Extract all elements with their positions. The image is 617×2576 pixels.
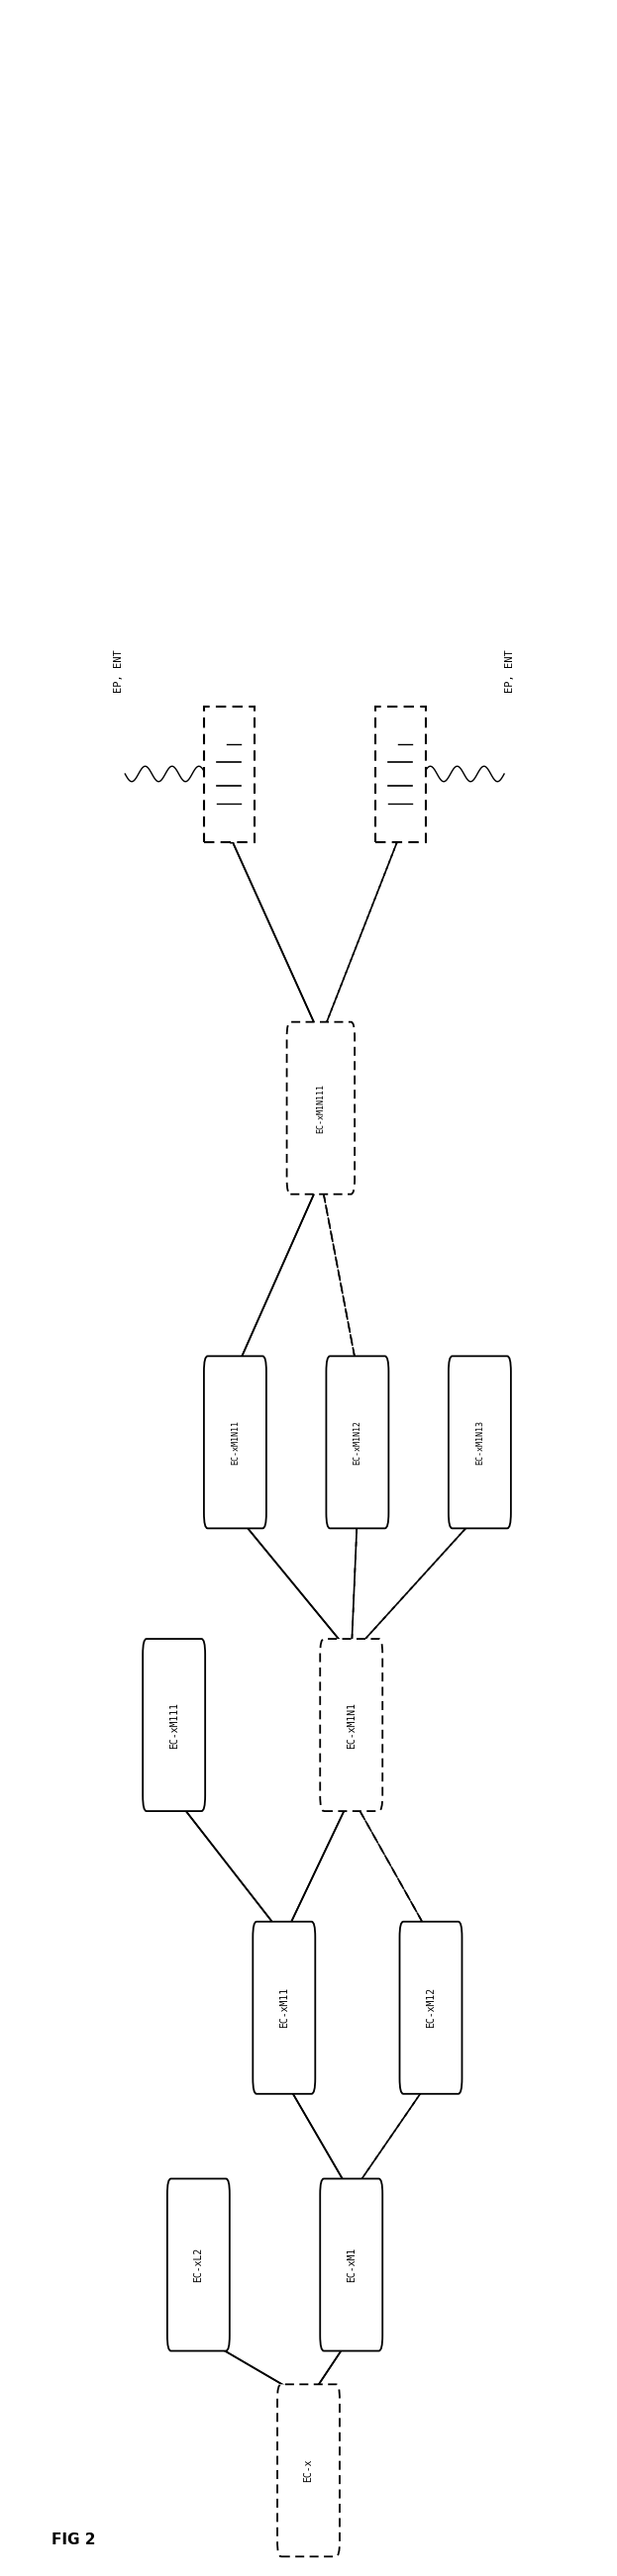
- FancyBboxPatch shape: [375, 706, 426, 842]
- FancyBboxPatch shape: [326, 1355, 389, 1528]
- FancyBboxPatch shape: [320, 2179, 383, 2352]
- FancyBboxPatch shape: [449, 1355, 511, 1528]
- Text: EC-xM1N1: EC-xM1N1: [346, 1703, 356, 1749]
- Text: EC-xM1: EC-xM1: [346, 2246, 356, 2282]
- Text: EC-xM1N111: EC-xM1N111: [317, 1084, 325, 1133]
- Text: EP, ENT: EP, ENT: [114, 649, 124, 693]
- Text: EC-xM1N11: EC-xM1N11: [231, 1419, 239, 1466]
- Text: EC-xM1N13: EC-xM1N13: [475, 1419, 484, 1466]
- Text: EC-x: EC-x: [304, 2460, 313, 2483]
- Text: EC-xL2: EC-xL2: [194, 2246, 204, 2282]
- Text: EC-xM11: EC-xM11: [279, 1989, 289, 2027]
- FancyBboxPatch shape: [253, 1922, 315, 2094]
- FancyBboxPatch shape: [287, 1023, 355, 1195]
- FancyBboxPatch shape: [204, 1355, 267, 1528]
- Text: EP, ENT: EP, ENT: [505, 649, 515, 693]
- Text: EC-xM12: EC-xM12: [426, 1989, 436, 2027]
- FancyBboxPatch shape: [167, 2179, 230, 2352]
- FancyBboxPatch shape: [320, 1638, 383, 1811]
- FancyBboxPatch shape: [204, 706, 254, 842]
- FancyBboxPatch shape: [277, 2385, 340, 2555]
- Text: EC-xM1N12: EC-xM1N12: [353, 1419, 362, 1466]
- FancyBboxPatch shape: [143, 1638, 205, 1811]
- FancyBboxPatch shape: [400, 1922, 462, 2094]
- Text: EC-xM111: EC-xM111: [169, 1703, 179, 1749]
- Text: FIG 2: FIG 2: [52, 2532, 96, 2548]
